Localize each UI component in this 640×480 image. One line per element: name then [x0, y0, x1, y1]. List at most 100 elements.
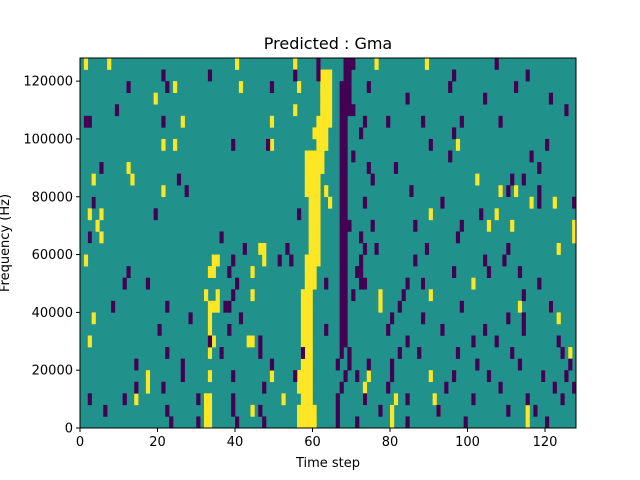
heatmap-cell-high [297, 81, 302, 93]
heatmap-cell-low [572, 196, 577, 209]
heatmap-cell-low [207, 69, 213, 82]
chart-title: Predicted : Gma [264, 34, 392, 53]
heatmap-cell-high [320, 138, 325, 151]
heatmap-cell-low [347, 81, 352, 93]
heatmap-cell-low [343, 104, 348, 117]
heatmap-cell-high [552, 196, 557, 209]
heatmap-cell-low [537, 185, 542, 198]
heatmap-cell-high [328, 81, 333, 93]
heatmap-cell-low [428, 138, 433, 151]
heatmap-cell-low [339, 208, 344, 221]
heatmap-cell-high [312, 127, 317, 140]
y-tick-label: 40000 [32, 306, 73, 321]
heatmap-cell-low [359, 127, 364, 140]
heatmap-cell-high [207, 323, 213, 336]
heatmap-cell-high [207, 416, 213, 429]
heatmap-cell-high [211, 335, 216, 348]
heatmap-cell-high [308, 393, 313, 406]
heatmap-cell-low [417, 347, 422, 359]
heatmap-cell-high [300, 370, 306, 383]
heatmap-cell-low [471, 335, 476, 348]
heatmap-cell-high [204, 289, 209, 302]
heatmap-cell-high [312, 196, 317, 209]
heatmap-cell-low [370, 173, 375, 186]
heatmap-cell-high [204, 404, 209, 417]
heatmap-cell-high [378, 300, 383, 313]
heatmap-cell-high [304, 393, 309, 406]
heatmap-cell-high [390, 404, 395, 417]
heatmap-cell-low [366, 162, 371, 174]
heatmap-cell-high [362, 381, 368, 394]
heatmap-cell-low [343, 323, 348, 336]
heatmap-cell-low [374, 243, 379, 255]
heatmap-cell-low [258, 335, 263, 348]
heatmap-cell-high [300, 312, 306, 325]
heatmap-cell-high [525, 404, 530, 417]
heatmap-cell-high [304, 312, 309, 325]
heatmap-cell-low [339, 335, 344, 348]
heatmap-cell-high [207, 347, 213, 359]
heatmap-cell-low [277, 254, 282, 267]
heatmap-cell-high [308, 335, 313, 348]
heatmap-cell-low [262, 416, 267, 429]
heatmap-cell-low [405, 416, 410, 429]
heatmap-cell-high [529, 196, 534, 209]
heatmap-cell-low [552, 381, 557, 394]
heatmap-cell-high [312, 266, 317, 278]
heatmap-cell-high [304, 173, 309, 186]
heatmap-cell-high [320, 81, 325, 93]
heatmap-cell-high [308, 300, 313, 313]
heatmap-cell-high [324, 69, 329, 82]
heatmap-cell-high [312, 173, 317, 186]
heatmap-cell-high [328, 104, 333, 117]
heatmap-cell-low [355, 266, 360, 278]
heatmap-cell-low [521, 312, 526, 325]
heatmap-cell-high [514, 185, 519, 198]
heatmap-cell-low [126, 81, 131, 93]
x-tick-label: 60 [304, 435, 321, 450]
heatmap-cell-high [320, 115, 325, 128]
heatmap-cell-low [405, 335, 410, 348]
heatmap-cell-low [165, 404, 170, 417]
heatmap-cell-low [339, 312, 344, 325]
heatmap-cell-low [362, 115, 368, 128]
heatmap-cell-low [169, 416, 174, 429]
heatmap-cell-low [564, 104, 569, 117]
heatmap-cell-high [211, 300, 216, 313]
heatmap-cell-low [471, 393, 476, 406]
heatmap-cell-high [486, 219, 492, 232]
heatmap-cell-low [339, 104, 344, 117]
heatmap-cell-low [242, 243, 247, 255]
heatmap-cell-low [339, 196, 344, 209]
heatmap-cell-low [339, 150, 344, 163]
heatmap-cell-low [452, 127, 457, 140]
heatmap-cell-high [494, 208, 499, 221]
heatmap-cell-low [269, 81, 275, 93]
heatmap-cell-high [308, 277, 313, 290]
heatmap-cell-low [510, 173, 515, 186]
heatmap-cell-low [343, 219, 348, 232]
heatmap-cell-low [227, 266, 232, 278]
heatmap-cell-high [328, 196, 333, 209]
heatmap-cell-high [250, 404, 255, 417]
heatmap-cell-low [405, 393, 410, 406]
heatmap-cell-low [103, 404, 108, 417]
heatmap-cell-high [320, 69, 325, 82]
heatmap-cell-high [304, 254, 309, 267]
heatmap-cell-low [122, 277, 127, 290]
heatmap-cell-low [153, 208, 158, 221]
heatmap-cell-high [207, 300, 213, 313]
heatmap-cell-low [165, 81, 170, 93]
heatmap-cell-high [510, 219, 515, 232]
heatmap-cell-low [231, 138, 236, 151]
heatmap-cell-low [99, 162, 104, 174]
heatmap-cell-low [525, 393, 530, 406]
heatmap-cell-high [87, 208, 92, 221]
heatmap-cell-low [339, 254, 344, 267]
heatmap-cell-low [486, 266, 492, 278]
heatmap-cell-high [308, 358, 313, 371]
heatmap-cell-high [308, 150, 313, 163]
heatmap-cell-low [300, 347, 306, 359]
heatmap-cell-high [308, 370, 313, 383]
heatmap-cell-high [161, 138, 166, 151]
